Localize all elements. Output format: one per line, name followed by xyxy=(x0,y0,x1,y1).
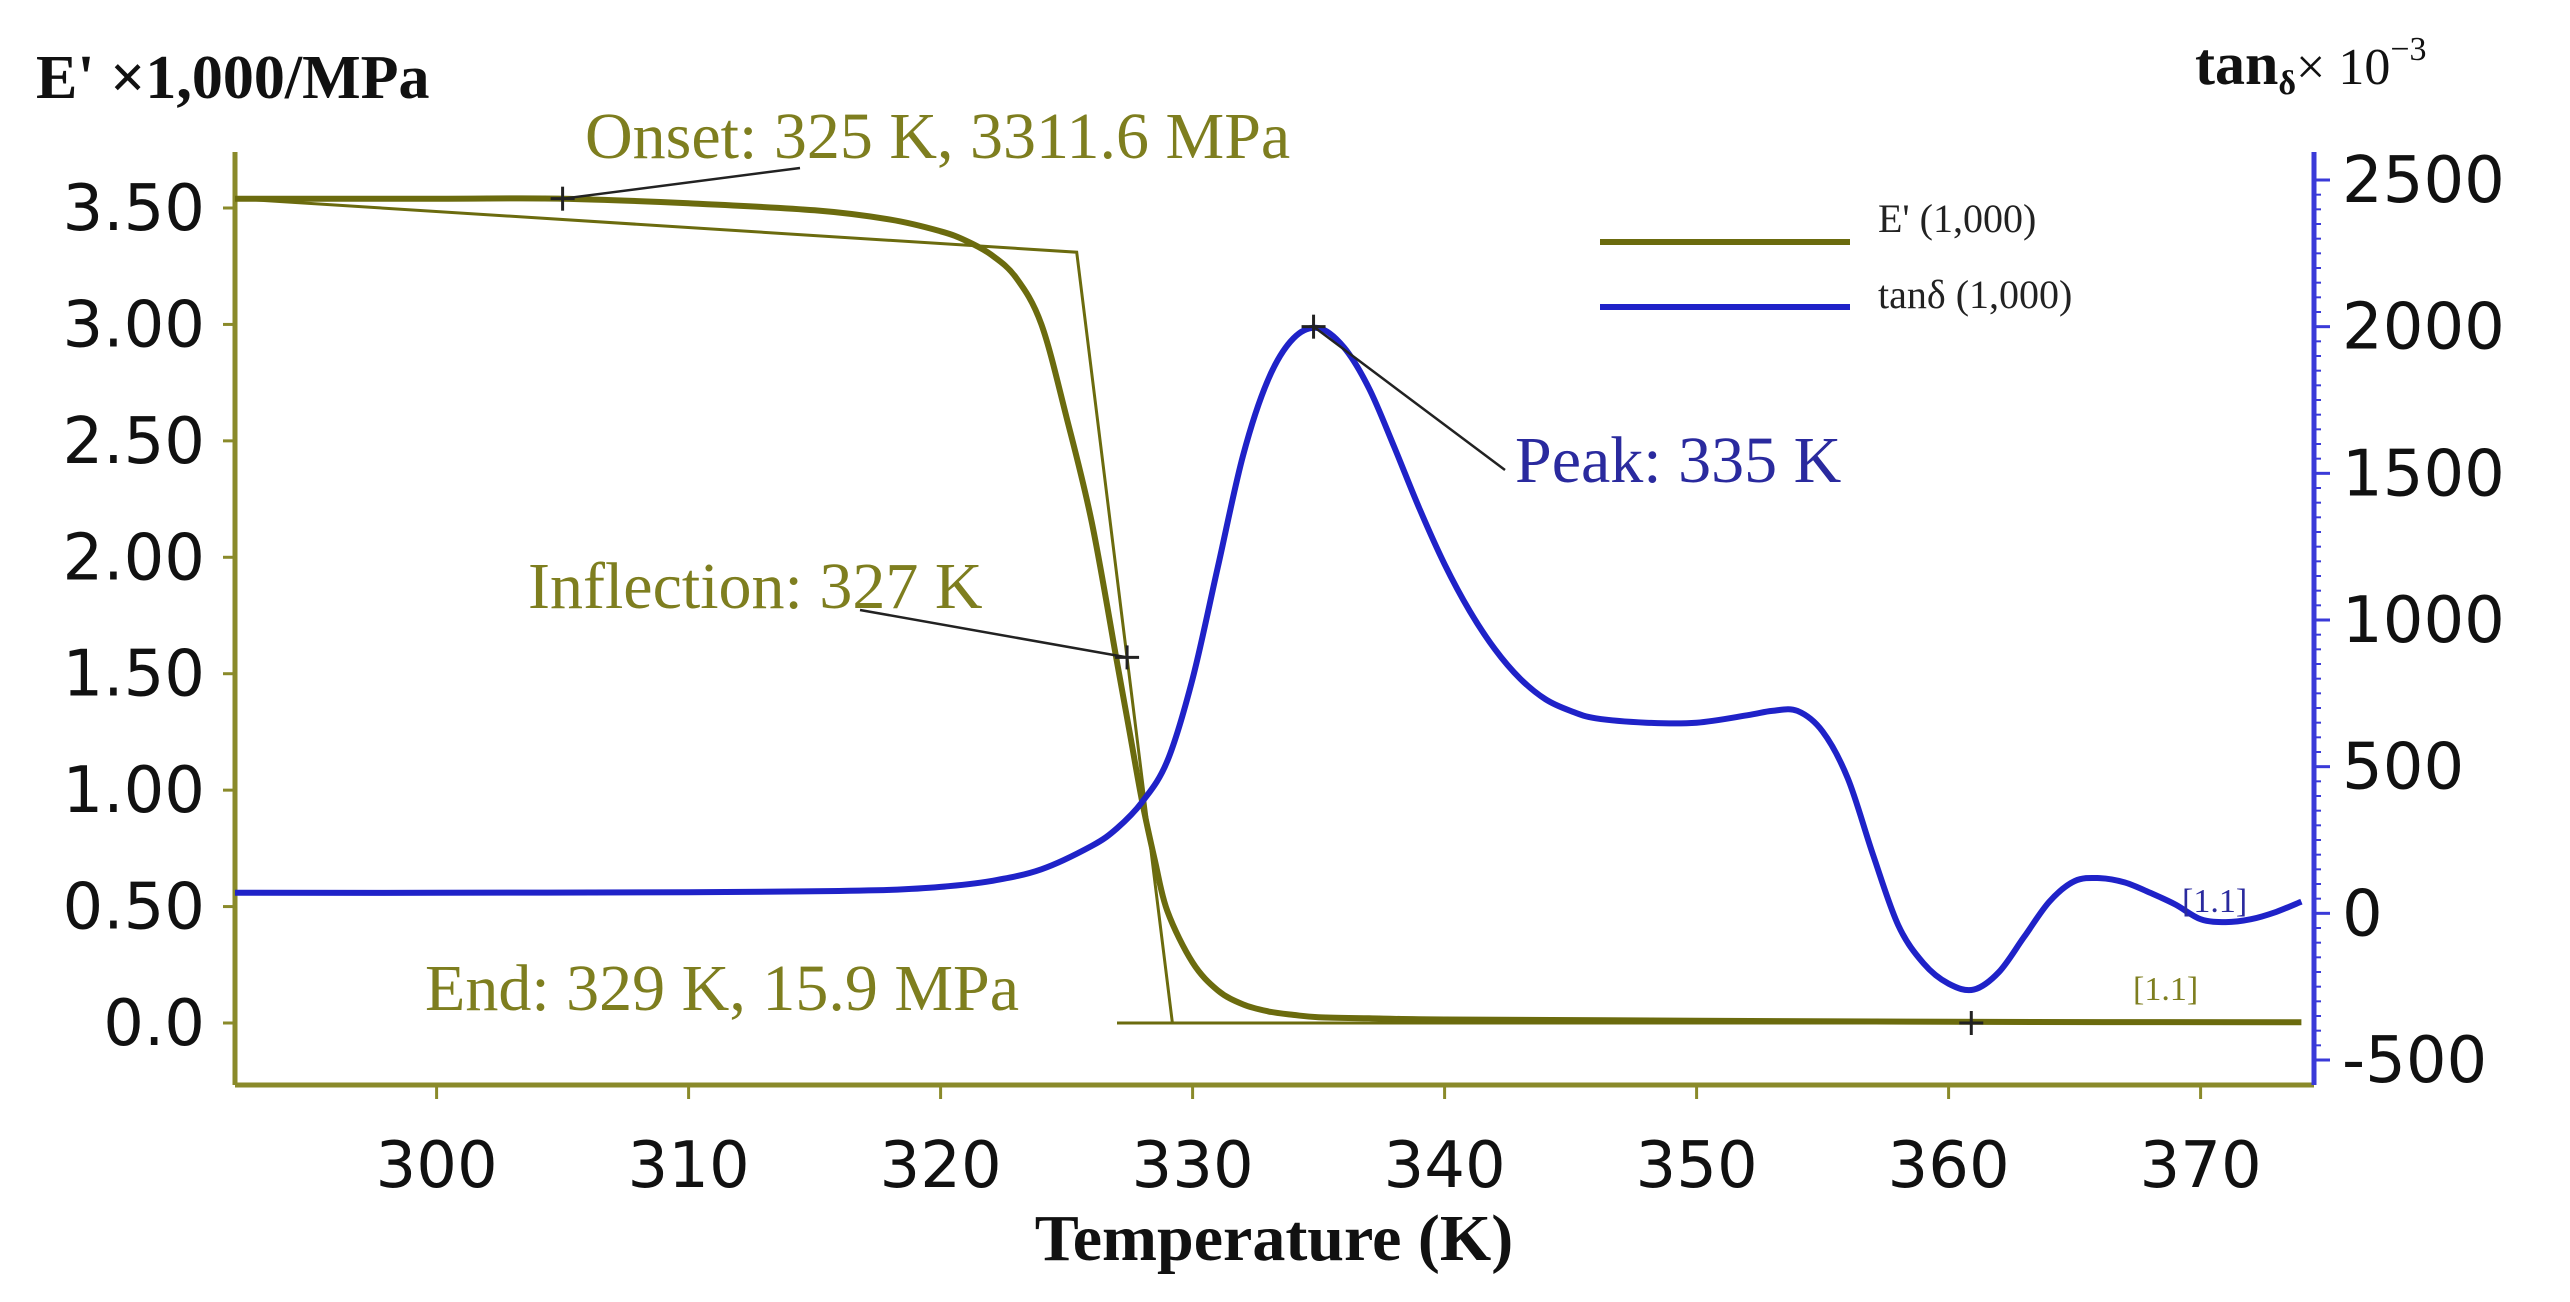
right-y-tick-label: 2000 xyxy=(2342,291,2505,365)
x-axis-title: Temperature (K) xyxy=(1035,1202,1513,1275)
x-tick-label: 330 xyxy=(1132,1129,1254,1203)
right-y-tick-label: 1500 xyxy=(2342,437,2505,511)
left-y-tick-label: 0.50 xyxy=(63,871,206,945)
peak-leader-line xyxy=(1312,325,1506,472)
right-y-tick-label: 0 xyxy=(2342,877,2383,951)
left-y-tick-label: 3.00 xyxy=(63,288,206,362)
onset-tangent-line xyxy=(234,197,1972,1025)
x-tick-label: 310 xyxy=(628,1129,750,1203)
peak-annotation: Peak: 335 K xyxy=(1515,424,1841,497)
x-axis-ticks: 300 310 320 330 340 350 360 370 xyxy=(376,1085,2262,1203)
left-y-tick-label: 2.00 xyxy=(63,521,206,595)
left-axis-title: E' ×1,000/MPa xyxy=(36,44,430,112)
left-y-tick-label: 1.50 xyxy=(63,638,206,712)
left-y-tick-label: 0.0 xyxy=(103,987,205,1061)
x-tick-label: 370 xyxy=(2140,1129,2262,1203)
right-y-tick-label: 500 xyxy=(2342,731,2464,805)
x-tick-label: 320 xyxy=(880,1129,1002,1203)
left-y-tick-label: 2.50 xyxy=(63,405,206,479)
right-y-tick-label: -500 xyxy=(2342,1024,2487,1098)
left-axis-ticks: 3.50 3.00 2.50 2.00 1.50 1.00 0.50 0.0 xyxy=(63,172,235,1061)
right-y-tick-label: 1000 xyxy=(2342,584,2505,658)
tan-series-tag: [1.1] xyxy=(2182,883,2247,920)
tangent-lines xyxy=(234,197,1972,1025)
end-marker xyxy=(1959,1011,1984,1035)
tan-delta-line xyxy=(234,324,2303,994)
legend-storage-label: E' (1,000) xyxy=(1878,196,2036,241)
right-axis-title: tanδ× 10−3 xyxy=(2195,31,2427,102)
peak-marker xyxy=(1301,314,1326,339)
onset-annotation: Onset: 325 K, 3311.6 MPa xyxy=(585,100,1290,173)
right-y-tick-label: 2500 xyxy=(2342,144,2505,218)
right-axis-title-exp: −3 xyxy=(2390,31,2426,68)
x-tick-label: 360 xyxy=(1888,1129,2010,1203)
inflection-leader-line xyxy=(859,608,1128,659)
onset-marker xyxy=(550,186,575,211)
x-tick-label: 300 xyxy=(376,1129,498,1203)
right-axis-ticks: 2500 2000 1500 1000 500 0 -500 xyxy=(2314,144,2505,1098)
x-tick-label: 340 xyxy=(1384,1129,1506,1203)
x-tick-label: 350 xyxy=(1636,1129,1758,1203)
end-annotation: End: 329 K, 15.9 MPa xyxy=(425,952,1019,1025)
onset-leader-line xyxy=(562,166,801,200)
right-axis-title-sub: δ xyxy=(2278,65,2296,102)
legend-tan-label: tanδ (1,000) xyxy=(1878,272,2072,317)
right-axis-title-mult: × 10 xyxy=(2296,39,2390,96)
storage-series-tag: [1.1] xyxy=(2133,971,2198,1008)
left-y-tick-label: 3.50 xyxy=(63,172,206,246)
inflection-marker xyxy=(1115,645,1140,670)
right-axis-title-base: tan xyxy=(2195,31,2278,97)
inflection-annotation: Inflection: 327 K xyxy=(528,550,983,623)
storage-modulus-line xyxy=(234,195,2302,1026)
left-y-tick-label: 1.00 xyxy=(63,754,206,828)
legend: E' (1,000) tanδ (1,000) xyxy=(1600,196,2072,317)
